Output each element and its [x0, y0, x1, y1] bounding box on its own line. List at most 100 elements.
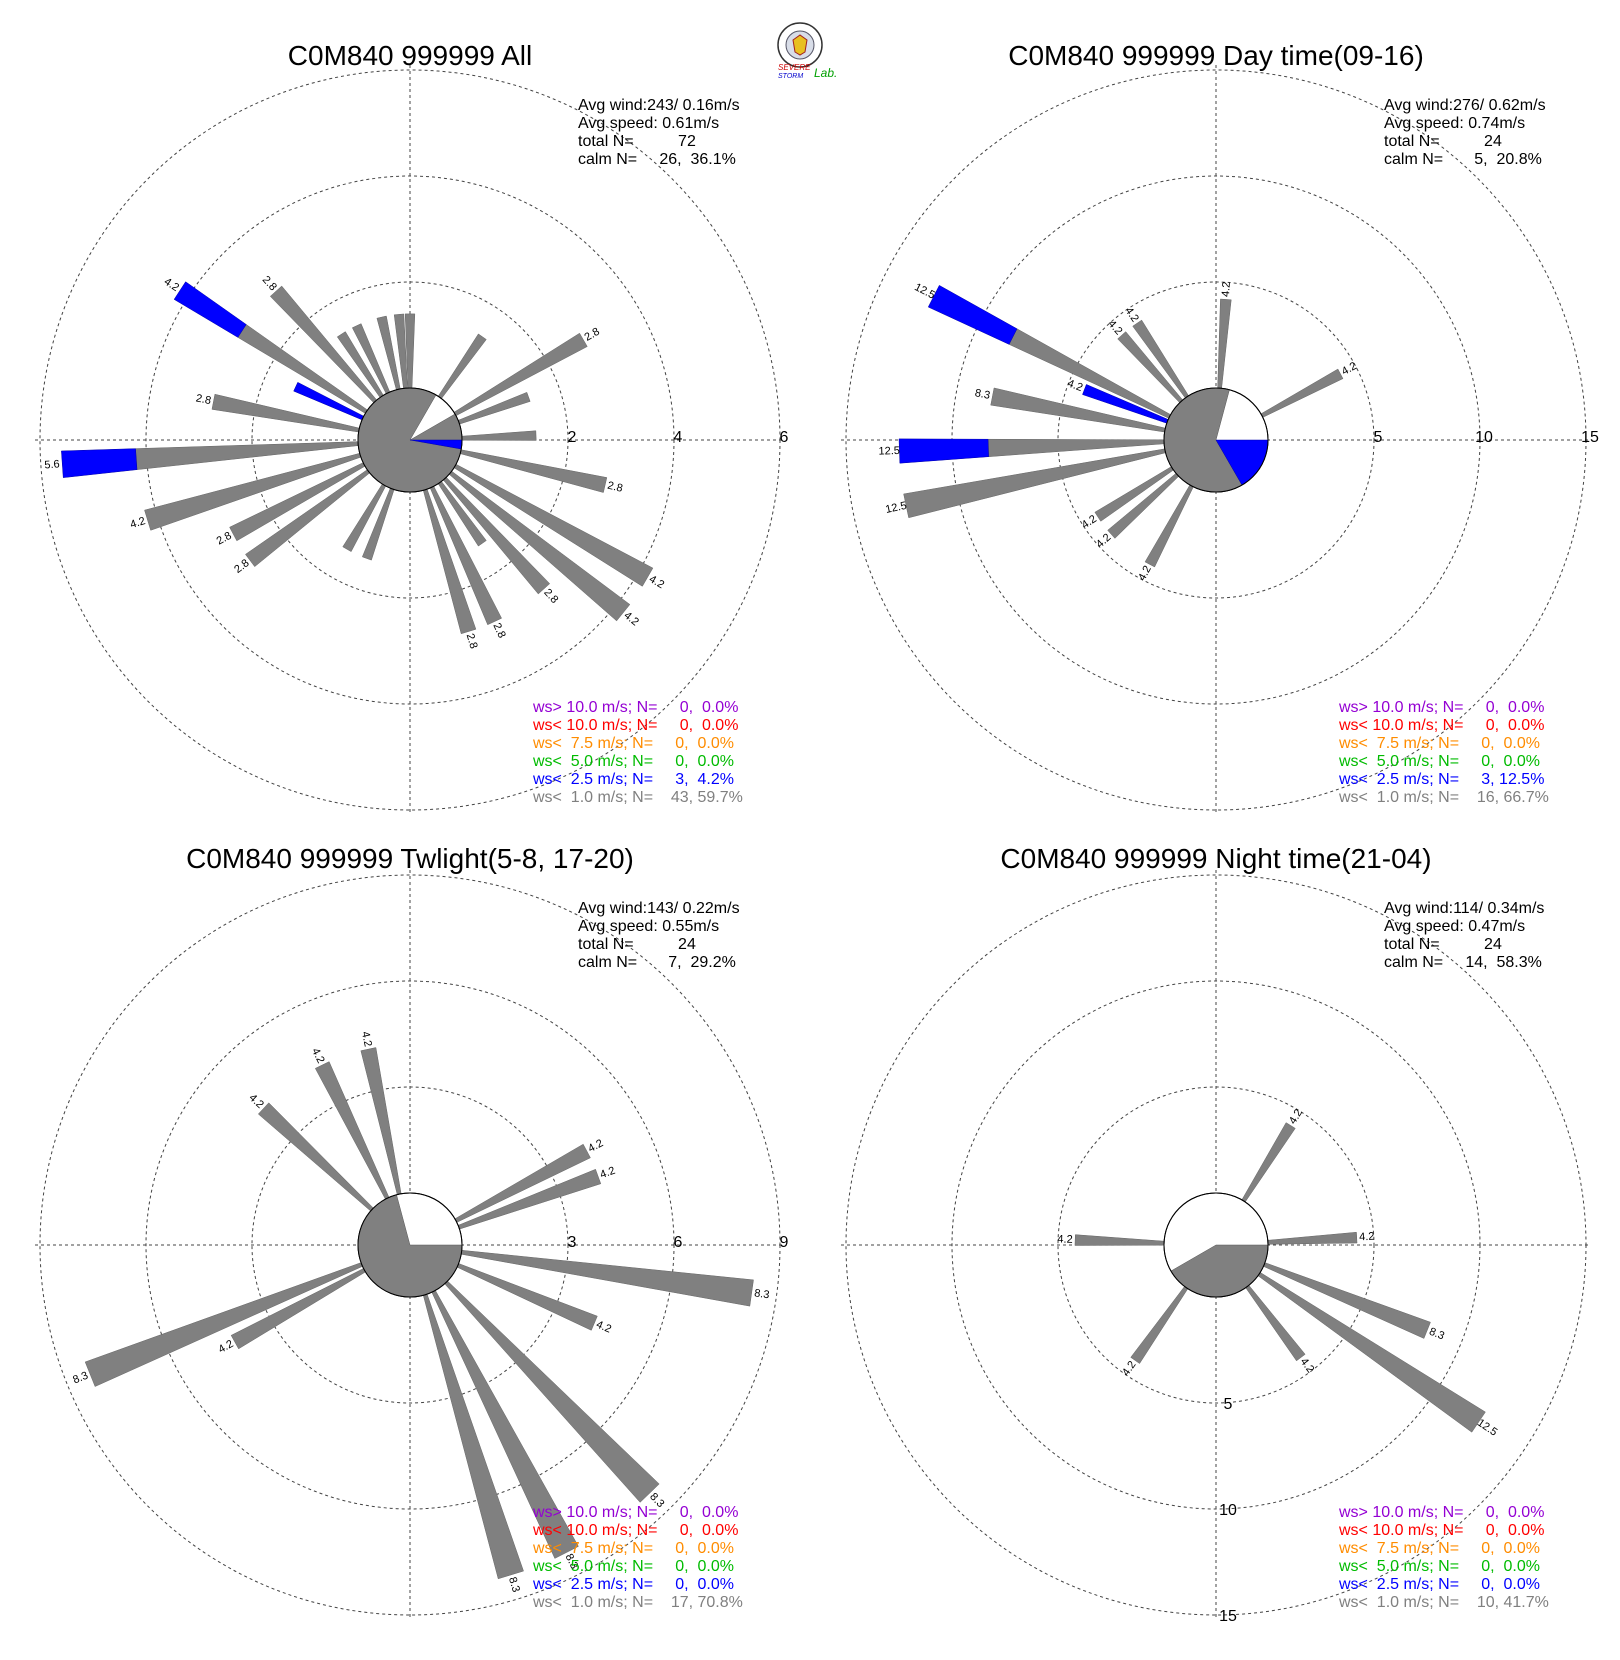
wind-petal: 4.2	[1120, 1286, 1189, 1378]
legend-entry: ws< 10.0 m/s; N= 0, 0.0%	[532, 717, 738, 734]
wind-petal: 4.2	[1267, 1231, 1375, 1245]
wind-petal: 2.8	[459, 449, 624, 495]
legend-entry: ws> 10.0 m/s; N= 0, 0.0%	[532, 1504, 738, 1521]
petal-gray-bar	[1241, 1122, 1296, 1203]
wind-petal: 4.2	[1066, 377, 1169, 424]
petal-value-label: 4.2	[162, 276, 181, 294]
petal-value-label: 4.2	[1122, 305, 1141, 324]
petal-value-label: 2.8	[541, 587, 560, 606]
petal-value-label: 4.2	[1080, 513, 1099, 531]
ring-tick-label: 9	[780, 1234, 789, 1251]
stats-line: calm N= 14, 58.3%	[1384, 954, 1542, 971]
calm-pie	[1163, 1192, 1269, 1298]
wind-petal: 4.2	[359, 1030, 402, 1195]
petal-gray-bar	[360, 1047, 402, 1195]
ring-tick-label: 6	[780, 429, 789, 446]
legend-entry: ws> 10.0 m/s; N= 0, 0.0%	[532, 699, 738, 716]
logo-storm-text: STORM	[778, 73, 803, 80]
legend-entry: ws< 7.5 m/s; N= 0, 0.0%	[532, 735, 734, 752]
petal-value-label: 2.8	[215, 530, 234, 548]
petal-value-label: 4.2	[1287, 1107, 1305, 1126]
legend-entry: ws< 1.0 m/s; N= 17, 70.8%	[532, 1594, 743, 1611]
stats-line: total N= 72	[578, 133, 696, 150]
petal-gray-bar	[1074, 1234, 1165, 1246]
petal-gray-bar	[1130, 1286, 1189, 1364]
legend-entry: ws> 10.0 m/s; N= 0, 0.0%	[1338, 1504, 1544, 1521]
stats-line: Avg speed: 0.61m/s	[578, 115, 719, 132]
petal-value-label: 4.2	[1105, 318, 1124, 337]
petal-value-label: 8.3	[974, 387, 991, 402]
wind-rose-panel-3: 3 6 94.24.28.34.28.38.38.34.28.34.24.24.2C…	[35, 843, 789, 1620]
legend-entry: ws< 2.5 m/s; N= 3, 12.5%	[1338, 771, 1544, 788]
calm-pie	[357, 387, 463, 493]
petal-value-label: 4.2	[647, 573, 666, 591]
wind-petal: 4.2	[1245, 1284, 1316, 1375]
stats-line: Avg wind:114/ 0.34m/s	[1384, 900, 1544, 917]
wind-petal: 8.3	[460, 1249, 770, 1307]
petal-value-label: 8.3	[71, 1370, 90, 1387]
legend-entry: ws< 5.0 m/s; N= 0, 0.0%	[1338, 753, 1540, 770]
wind-petal: 4.2	[1260, 360, 1359, 418]
legend-entry: ws< 10.0 m/s; N= 0, 0.0%	[1338, 1522, 1544, 1539]
petal-value-label: 4.2	[586, 1137, 605, 1155]
petal-value-label: 4.2	[1340, 360, 1359, 378]
petal-value-label: 4.2	[1094, 531, 1113, 550]
wind-petal: 8.3	[71, 1262, 363, 1387]
wind-petal: 4.2	[1057, 1233, 1165, 1246]
wind-petal: 4.2	[1122, 305, 1189, 399]
petal-gray-bar	[1217, 298, 1232, 389]
stats-line: total N= 24	[578, 936, 696, 953]
wind-rose-panel-4: 5 10 15 4.2 4.2 8.3 12.5 4.2 4.2 4.2 C0M840 999999…	[841, 843, 1591, 1625]
wind-petal: 4.2	[1241, 1107, 1305, 1203]
calm-outline	[357, 1192, 463, 1298]
calm-pie	[1163, 387, 1269, 493]
panel-title: C0M840 999999 All	[288, 40, 532, 71]
logo-severe-text: SEVERE	[778, 63, 811, 72]
legend-entry: ws< 10.0 m/s; N= 0, 0.0%	[532, 1522, 738, 1539]
petal-value-label: 2.8	[464, 632, 480, 650]
wind-petal	[461, 430, 537, 441]
petal-value-label: 8.3	[753, 1287, 770, 1301]
ring-tick-label: 10	[1219, 1502, 1237, 1519]
legend-entry: ws< 7.5 m/s; N= 0, 0.0%	[1338, 735, 1540, 752]
legend-entry: ws< 1.0 m/s; N= 43, 59.7%	[532, 789, 743, 806]
legend-entry: ws> 10.0 m/s; N= 0, 0.0%	[1338, 699, 1544, 716]
petal-value-label: 4.2	[247, 1092, 266, 1111]
wind-petal: 5.6	[44, 441, 359, 478]
calm-outline	[1163, 387, 1269, 493]
ring-tick-label: 15	[1581, 429, 1599, 446]
petal-value-label: 4.2	[598, 1165, 616, 1182]
petal-value-label: 4.2	[1136, 564, 1154, 583]
petal-gray-bar	[257, 1102, 374, 1212]
wind-petal: 4.2	[1217, 281, 1233, 389]
stats-line: calm N= 5, 20.8%	[1384, 151, 1542, 168]
petal-value-label: 4.2	[309, 1046, 326, 1065]
wind-petal: 4.2	[247, 1092, 374, 1212]
legend-entry: ws< 10.0 m/s; N= 0, 0.0%	[1338, 717, 1544, 734]
petal-value-label: 2.8	[606, 480, 624, 495]
wind-rose-panel-2: 5 10 154.24.24.24.24.212.512.58.34.212.54.…	[841, 40, 1599, 815]
stats-line: total N= 24	[1384, 133, 1502, 150]
legend-entry: ws< 5.0 m/s; N= 0, 0.0%	[532, 753, 734, 770]
petal-gray-bar	[1260, 368, 1344, 418]
petal-value-label: 4.2	[129, 515, 147, 531]
wind-petal	[437, 333, 487, 399]
legend-entry: ws< 1.0 m/s; N= 16, 66.7%	[1338, 789, 1549, 806]
petal-blue-bar	[898, 438, 989, 464]
petal-value-label: 2.8	[195, 392, 212, 407]
petal-value-label: 4.2	[359, 1030, 374, 1047]
wind-petal: 8.3	[1263, 1262, 1446, 1342]
legend-entry: ws< 7.5 m/s; N= 0, 0.0%	[532, 1540, 734, 1557]
legend-entry: ws< 2.5 m/s; N= 0, 0.0%	[1338, 1576, 1540, 1593]
petal-value-label: 4.2	[216, 1338, 235, 1356]
petal-value-label: 12.5	[1475, 1417, 1499, 1439]
petal-value-label: 5.6	[44, 458, 60, 471]
wind-petal: 12.5	[878, 438, 1165, 464]
petal-gray-bar	[211, 393, 360, 433]
stats-line: Avg speed: 0.74m/s	[1384, 115, 1525, 132]
petal-value-label: 12.5	[878, 445, 900, 458]
petal-blue-bar	[173, 281, 247, 338]
calm-outline	[1163, 1192, 1269, 1298]
ring-tick-label: 4	[674, 429, 683, 446]
